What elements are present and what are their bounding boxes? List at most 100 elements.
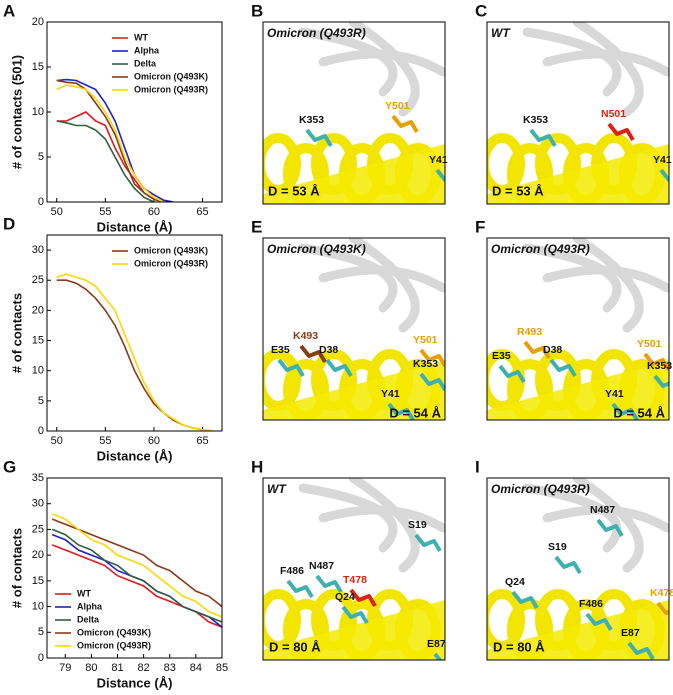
residue-stick: [653, 374, 669, 388]
residue-label: N487: [309, 560, 334, 572]
residue-label: F486: [280, 565, 304, 577]
x-tick-label: 65: [196, 206, 208, 218]
series-line: [56, 279, 213, 431]
structure-render: [263, 238, 445, 420]
residue-stick: [511, 590, 539, 610]
panel-letter: H: [251, 457, 263, 476]
residue-stick: [433, 652, 443, 660]
residue-label: Y41: [381, 388, 400, 400]
y-tick-label: 10: [32, 365, 44, 377]
x-tick-label: 50: [51, 206, 63, 218]
residue-label: N487: [590, 504, 615, 516]
residue-label: E35: [492, 350, 511, 362]
helix-band: [263, 144, 445, 204]
residue-stick: [325, 358, 353, 378]
panel-frame: [262, 237, 446, 421]
residue-stick: [277, 358, 305, 378]
y-tick-label: 15: [32, 334, 44, 346]
residue-stick: [596, 518, 624, 538]
panel-letter: B: [251, 1, 263, 20]
panel-title: Omicron (Q493R): [491, 242, 590, 256]
series-line: [51, 513, 222, 618]
residue-stick: [414, 533, 442, 553]
residue-label: K353: [299, 114, 324, 126]
residue-stick: [585, 612, 613, 632]
residue-label: K353: [413, 358, 438, 370]
residue-stick: [299, 344, 327, 364]
panel-title: Omicron (Q493R): [491, 482, 590, 496]
distance-label: D = 80 Å: [269, 639, 321, 654]
y-tick-label: 15: [32, 575, 44, 587]
structure-render: [487, 478, 669, 660]
panel-letter: C: [475, 1, 487, 20]
panel-letter: I: [475, 457, 480, 476]
y-axis-label: # of contacts: [9, 528, 24, 608]
series-line: [56, 120, 155, 202]
residue-label: Y501: [637, 338, 662, 350]
x-axis-label: Distance (Å): [97, 219, 173, 234]
residue-stick: [643, 352, 669, 372]
panel-frame: [486, 477, 670, 661]
ribbon: [348, 478, 420, 573]
y-tick-label: 0: [38, 425, 44, 437]
y-axis-label: # of contacts (501): [9, 55, 24, 169]
x-axis-label: Distance (Å): [97, 675, 173, 690]
residue-label: Y501: [413, 334, 438, 346]
structure-render: [487, 238, 669, 420]
distance-label: D = 53 Å: [268, 183, 320, 198]
residue-label: N501: [601, 108, 626, 120]
residue-stick: [315, 574, 343, 594]
y-tick-label: 25: [32, 523, 44, 535]
x-tick-label: 50: [51, 435, 63, 447]
ribbon: [542, 265, 669, 293]
panel-frame: [486, 237, 670, 421]
residue-label: D38: [543, 344, 562, 356]
helix-band: [487, 600, 669, 660]
legend-label: Omicron (Q493K): [77, 627, 151, 637]
y-tick-label: 10: [32, 106, 44, 118]
ribbon: [348, 22, 420, 117]
residue-stick: [523, 340, 551, 360]
x-axis-label: Distance (Å): [97, 448, 173, 463]
panel-letter: A: [3, 1, 15, 20]
y-tick-label: 15: [32, 61, 44, 73]
residue-stick: [349, 588, 377, 608]
legend-label: Omicron (Q493K): [134, 245, 208, 255]
distance-label: D = 80 Å: [493, 639, 545, 654]
panel-letter: F: [475, 217, 485, 236]
x-tick-label: 80: [85, 662, 97, 674]
y-tick-label: 30: [32, 244, 44, 256]
y-tick-label: 20: [32, 16, 44, 28]
series-line: [56, 273, 213, 431]
panel-frame: [486, 21, 670, 205]
plot-frame: [46, 477, 223, 659]
y-tick-label: 5: [38, 151, 44, 163]
ribbon: [542, 49, 669, 77]
residue-label: S19: [408, 519, 427, 531]
x-tick-label: 79: [59, 662, 71, 674]
panel-letter: E: [251, 217, 262, 236]
residue-label: K493: [293, 330, 318, 342]
panel-title: WT: [491, 26, 511, 40]
x-tick-label: 82: [138, 662, 150, 674]
series-line: [51, 533, 222, 628]
x-tick-label: 65: [196, 435, 208, 447]
legend-label: Omicron (Q493R): [77, 640, 151, 650]
y-tick-label: 20: [32, 549, 44, 561]
y-tick-label: 35: [32, 472, 44, 484]
legend-label: Delta: [134, 58, 157, 68]
panel-frame: [262, 477, 446, 661]
legend-label: WT: [77, 588, 91, 598]
series-line: [56, 84, 165, 202]
panel-letter: G: [3, 457, 16, 476]
panel-letter: D: [3, 214, 15, 233]
ribbon: [318, 49, 445, 77]
legend-label: Alpha: [77, 601, 103, 611]
residue-label: Y41: [653, 154, 672, 166]
structure-render: [487, 22, 669, 204]
residue-label: K353: [523, 114, 548, 126]
residue-label: E35: [271, 344, 290, 356]
residue-stick: [341, 605, 369, 625]
residue-label: K353: [647, 360, 672, 372]
